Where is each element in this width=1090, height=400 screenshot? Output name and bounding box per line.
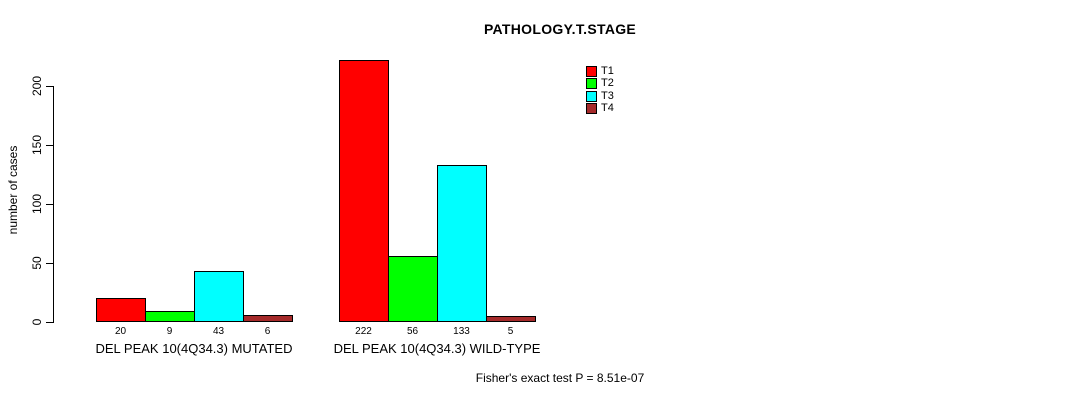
legend: T1 T2 T3 T4 xyxy=(586,65,614,115)
legend-label-t4: T4 xyxy=(601,102,614,115)
legend-label-t3: T3 xyxy=(601,89,614,102)
y-tick-label: 50 xyxy=(30,256,44,270)
chart-title: PATHOLOGY.T.STAGE xyxy=(483,21,637,37)
bar-t4-group1 xyxy=(243,315,293,322)
bar-t2-group1 xyxy=(145,311,195,322)
legend-swatch-t4-icon xyxy=(586,103,597,115)
bar-t2-group2 xyxy=(388,256,438,322)
y-axis-tick xyxy=(46,86,54,87)
legend-item-t3: T3 xyxy=(586,90,614,103)
bar-value-label: 133 xyxy=(453,326,470,337)
category-label: DEL PEAK 10(4Q34.3) MUTATED xyxy=(95,341,293,356)
legend-label-t2: T2 xyxy=(601,77,614,90)
y-axis-tick xyxy=(46,204,54,205)
y-axis-tick xyxy=(46,322,54,323)
bar-t4-group2 xyxy=(486,316,536,322)
category-label: DEL PEAK 10(4Q34.3) WILD-TYPE xyxy=(333,341,541,356)
y-tick-label: 0 xyxy=(30,318,44,326)
bar-t3-group1 xyxy=(194,271,244,322)
bar-t1-group1 xyxy=(96,298,146,322)
legend-label-t1: T1 xyxy=(601,64,614,77)
bar-value-label: 56 xyxy=(406,326,419,337)
bar-value-label: 9 xyxy=(166,326,173,337)
legend-swatch-t3-icon xyxy=(586,90,597,102)
legend-swatch-t1-icon xyxy=(586,65,597,77)
y-axis-tick xyxy=(46,263,54,264)
y-tick-label: 200 xyxy=(30,75,44,97)
bar-value-label: 222 xyxy=(355,326,372,337)
bar-value-label: 6 xyxy=(264,326,271,337)
y-axis-label: number of cases xyxy=(6,145,20,235)
y-tick-label: 100 xyxy=(30,193,44,215)
legend-item-t1: T1 xyxy=(586,65,614,78)
y-axis-tick xyxy=(46,145,54,146)
bar-t3-group2 xyxy=(437,165,487,322)
legend-swatch-t2-icon xyxy=(586,78,597,90)
fisher-test-annotation: Fisher's exact test P = 8.51e-07 xyxy=(475,371,645,385)
bar-value-label: 20 xyxy=(114,326,127,337)
y-tick-label: 150 xyxy=(30,134,44,156)
bar-t1-group2 xyxy=(339,60,389,322)
bar-value-label: 5 xyxy=(507,326,514,337)
legend-item-t2: T2 xyxy=(586,78,614,91)
bar-value-label: 43 xyxy=(212,326,225,337)
legend-item-t4: T4 xyxy=(586,103,614,116)
